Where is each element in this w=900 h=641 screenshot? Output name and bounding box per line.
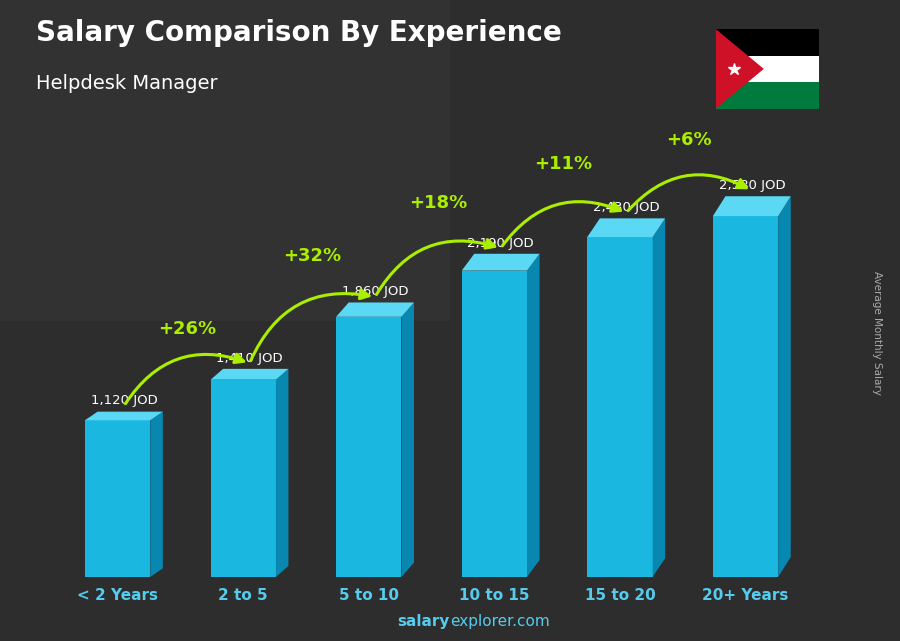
Polygon shape — [276, 369, 288, 577]
Polygon shape — [713, 196, 791, 216]
Bar — [713, 216, 778, 577]
Bar — [85, 420, 150, 577]
Text: 2,430 JOD: 2,430 JOD — [593, 201, 660, 214]
Polygon shape — [652, 219, 665, 577]
Bar — [336, 317, 401, 577]
Bar — [0, 0, 450, 320]
Polygon shape — [588, 219, 665, 237]
Text: explorer.com: explorer.com — [450, 615, 550, 629]
Polygon shape — [150, 412, 163, 577]
Text: +32%: +32% — [284, 247, 341, 265]
Polygon shape — [778, 196, 791, 577]
Text: 2,580 JOD: 2,580 JOD — [718, 179, 785, 192]
Text: 2,190 JOD: 2,190 JOD — [467, 237, 534, 249]
Bar — [462, 271, 527, 577]
Bar — [211, 379, 276, 577]
Text: Helpdesk Manager: Helpdesk Manager — [36, 74, 218, 93]
Text: Average Monthly Salary: Average Monthly Salary — [872, 271, 883, 395]
Text: +26%: +26% — [158, 320, 216, 338]
Bar — [716, 82, 819, 109]
Text: +11%: +11% — [535, 155, 592, 173]
Text: +18%: +18% — [409, 194, 467, 212]
Text: +6%: +6% — [666, 131, 712, 149]
Bar — [716, 29, 819, 56]
Text: Salary Comparison By Experience: Salary Comparison By Experience — [36, 19, 562, 47]
Polygon shape — [401, 303, 414, 577]
Polygon shape — [716, 29, 764, 109]
Polygon shape — [211, 369, 288, 379]
Bar — [588, 237, 652, 577]
Polygon shape — [462, 254, 540, 271]
Bar — [716, 56, 819, 82]
Polygon shape — [527, 254, 540, 577]
Text: 1,860 JOD: 1,860 JOD — [342, 285, 409, 298]
Polygon shape — [85, 412, 163, 420]
Text: 1,410 JOD: 1,410 JOD — [216, 352, 283, 365]
Polygon shape — [336, 303, 414, 317]
Text: 1,120 JOD: 1,120 JOD — [91, 394, 158, 408]
Text: salary: salary — [398, 615, 450, 629]
